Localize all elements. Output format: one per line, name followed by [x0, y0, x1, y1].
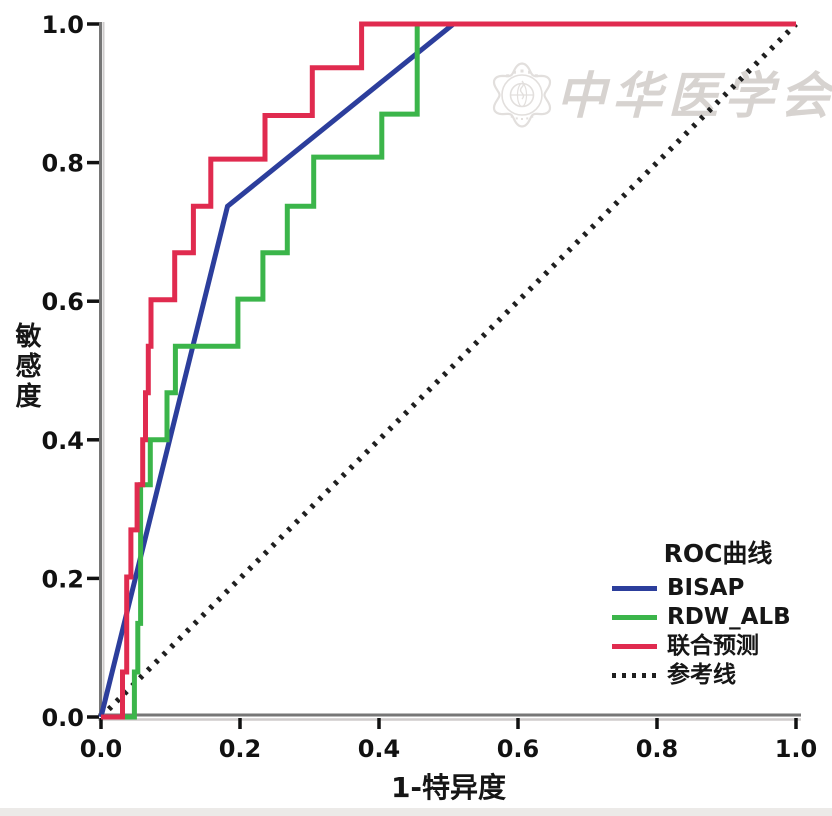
y-tick-label: 1.0 [41, 11, 84, 39]
legend-label-reference-line: 参考线 [667, 662, 736, 688]
y-tick-label: 0.4 [41, 427, 84, 455]
seal-detail [531, 115, 534, 118]
legend-swatch-reference-line [612, 673, 657, 678]
seal-detail [510, 115, 513, 118]
x-tick-label: 0.2 [219, 735, 262, 763]
legend-swatch-combined-prediction [612, 644, 657, 649]
seal-detail [501, 74, 543, 116]
y-axis-title: 敏感度 [11, 322, 41, 412]
legend: ROC曲线 BISAP RDW_ALB 联合预测 参考线 [612, 534, 824, 690]
seal-detail [526, 117, 529, 120]
y-tick-label: 0.2 [41, 565, 84, 593]
seal-detail [492, 62, 552, 128]
seal-detail [528, 70, 532, 74]
x-tick-label: 0.6 [497, 735, 540, 763]
legend-swatch-bisap [612, 586, 657, 591]
legend-item-reference-line: 参考线 [612, 661, 824, 690]
x-tick-label: 1.0 [775, 735, 818, 763]
watermark-text: 中华医学会 [556, 67, 832, 125]
legend-item-bisap: BISAP [612, 574, 824, 603]
seal-detail [515, 117, 518, 120]
legend-swatch-rdw-alb [612, 615, 657, 620]
x-tick-label: 0.8 [636, 735, 679, 763]
roc-curve-2 [101, 21, 796, 720]
legend-label-bisap: BISAP [667, 575, 745, 601]
x-tick-label: 0.0 [80, 735, 123, 763]
y-tick-label: 0.8 [41, 150, 84, 178]
legend-item-rdw-alb: RDW_ALB [612, 603, 824, 632]
legend-item-combined-prediction: 联合预测 [612, 632, 824, 661]
x-tick-label: 0.4 [358, 735, 401, 763]
legend-title: ROC曲线 [663, 539, 773, 568]
seal-detail [521, 118, 523, 120]
legend-label-rdw-alb: RDW_ALB [667, 604, 791, 630]
seal-detail [520, 69, 524, 73]
chinese-medical-association-seal-watermark [492, 62, 552, 128]
seal-detail [506, 112, 509, 115]
y-tick-label: 0.0 [41, 704, 84, 732]
seal-detail [519, 80, 525, 100]
x-axis-title: 1-特异度 [390, 771, 507, 804]
figure-bottom-edge [0, 808, 832, 816]
legend-label-combined-prediction: 联合预测 [667, 633, 759, 659]
seal-detail [506, 74, 510, 78]
y-tick-label: 0.6 [41, 288, 84, 316]
seal-detail [534, 74, 538, 78]
seal-detail [512, 70, 516, 74]
roc-curve-3 [101, 21, 796, 720]
seal-detail [535, 112, 538, 115]
